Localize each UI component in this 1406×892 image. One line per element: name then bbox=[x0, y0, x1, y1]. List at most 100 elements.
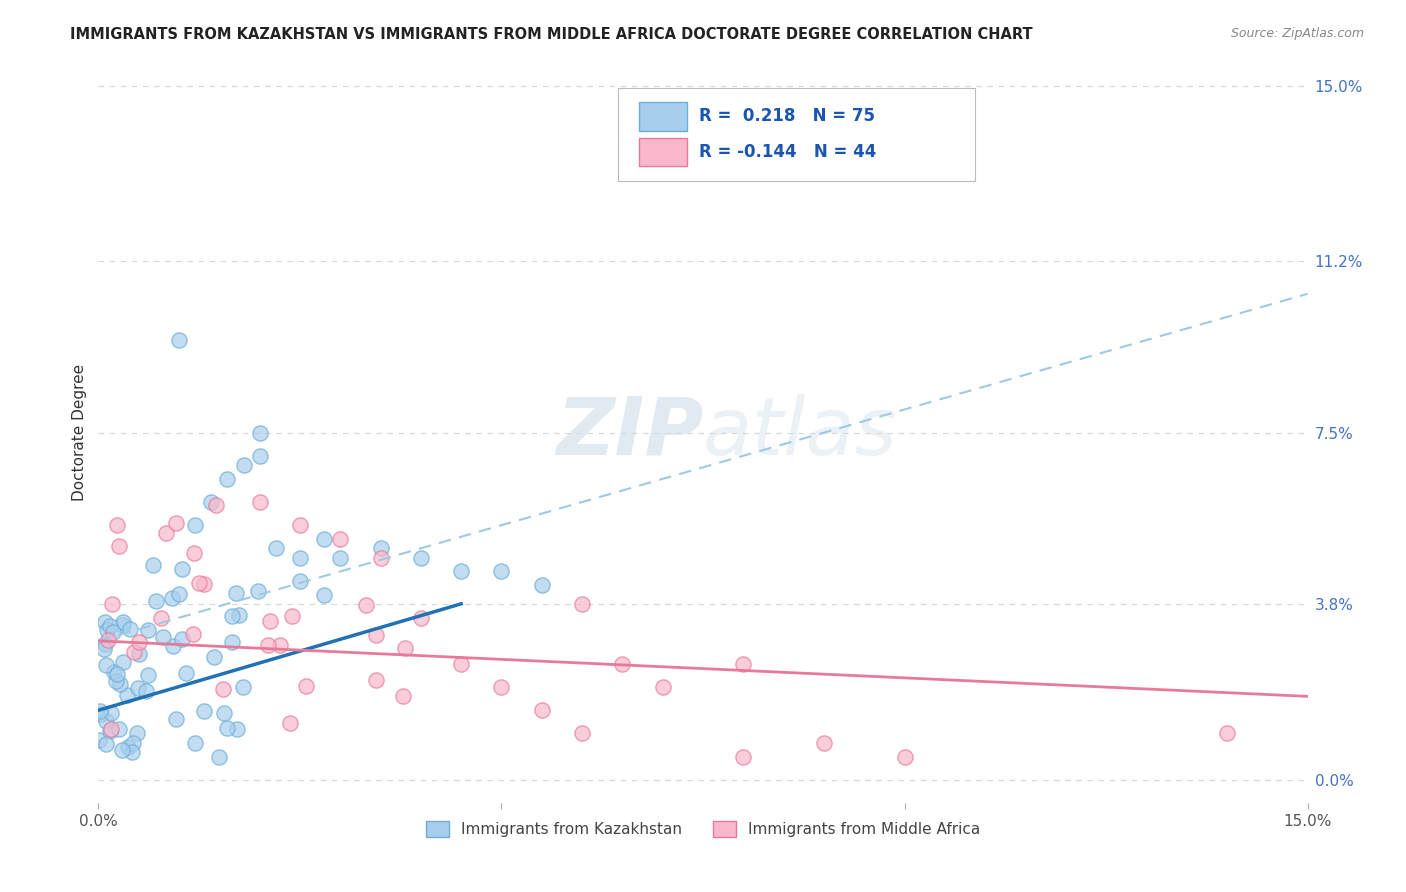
Point bbox=[117, 740, 139, 755]
Point bbox=[105, 518, 128, 533]
Point bbox=[450, 565, 472, 579]
Text: R = -0.144   N = 44: R = -0.144 N = 44 bbox=[699, 143, 877, 161]
Point bbox=[215, 721, 238, 735]
Point bbox=[98, 723, 121, 738]
Point bbox=[364, 673, 387, 687]
Point bbox=[150, 611, 173, 625]
Point bbox=[264, 541, 287, 556]
Point bbox=[571, 726, 593, 740]
Point bbox=[249, 449, 271, 463]
Point bbox=[193, 577, 215, 591]
Point bbox=[103, 625, 125, 640]
Point bbox=[98, 619, 121, 633]
Point bbox=[181, 627, 204, 641]
Point bbox=[391, 690, 413, 704]
Point bbox=[184, 736, 207, 750]
Point bbox=[170, 562, 193, 576]
Point bbox=[115, 689, 138, 703]
Point bbox=[491, 565, 513, 579]
Text: IMMIGRANTS FROM KAZAKHSTAN VS IMMIGRANTS FROM MIDDLE AFRICA DOCTORATE DEGREE COR: IMMIGRANTS FROM KAZAKHSTAN VS IMMIGRANTS… bbox=[70, 27, 1033, 42]
Point bbox=[167, 333, 190, 347]
Point bbox=[280, 609, 302, 624]
Point bbox=[135, 684, 157, 698]
Point bbox=[205, 499, 228, 513]
Point bbox=[221, 608, 243, 623]
Point bbox=[314, 532, 336, 546]
Point bbox=[813, 736, 835, 750]
Point bbox=[225, 585, 247, 599]
Point bbox=[221, 635, 243, 649]
Point bbox=[90, 707, 112, 722]
Point bbox=[112, 615, 135, 629]
Point bbox=[167, 586, 190, 600]
Point bbox=[187, 576, 209, 591]
Point bbox=[125, 726, 148, 740]
Bar bbox=[638, 103, 688, 130]
Point bbox=[121, 745, 143, 759]
Point bbox=[249, 495, 271, 509]
Point bbox=[155, 525, 177, 540]
Point bbox=[212, 681, 235, 696]
Point bbox=[409, 610, 432, 624]
Point bbox=[128, 647, 150, 661]
Point bbox=[111, 655, 134, 669]
Point bbox=[142, 558, 165, 573]
Point bbox=[94, 657, 117, 672]
Point bbox=[200, 495, 222, 509]
Point bbox=[278, 716, 301, 731]
Point bbox=[165, 712, 187, 726]
Point bbox=[232, 680, 254, 694]
Point bbox=[93, 615, 115, 630]
Point bbox=[212, 706, 235, 721]
Point bbox=[160, 591, 183, 606]
Point bbox=[96, 633, 118, 648]
Point bbox=[94, 714, 117, 728]
Point bbox=[136, 623, 159, 637]
Point bbox=[651, 680, 673, 694]
Point bbox=[217, 472, 239, 486]
Point bbox=[96, 624, 118, 638]
Point bbox=[612, 657, 634, 671]
Point bbox=[105, 666, 128, 681]
Point bbox=[89, 732, 111, 747]
Point bbox=[366, 628, 388, 642]
Point bbox=[249, 425, 271, 440]
Point bbox=[96, 737, 118, 751]
Point bbox=[893, 749, 915, 764]
Point bbox=[269, 638, 291, 652]
Point bbox=[259, 614, 281, 628]
Point bbox=[228, 608, 250, 623]
Point bbox=[409, 550, 432, 565]
Point bbox=[111, 743, 134, 757]
Point bbox=[93, 641, 115, 656]
Legend: Immigrants from Kazakhstan, Immigrants from Middle Africa: Immigrants from Kazakhstan, Immigrants f… bbox=[420, 815, 986, 843]
Point bbox=[295, 679, 318, 693]
Text: R =  0.218   N = 75: R = 0.218 N = 75 bbox=[699, 108, 876, 126]
Point bbox=[226, 722, 249, 736]
Point bbox=[162, 639, 184, 653]
Point bbox=[208, 749, 231, 764]
Point bbox=[257, 638, 280, 652]
Point bbox=[288, 518, 311, 533]
Point bbox=[329, 532, 352, 546]
Point bbox=[370, 541, 392, 556]
Point bbox=[314, 588, 336, 602]
Point bbox=[101, 597, 124, 611]
Point bbox=[120, 622, 142, 636]
Point bbox=[108, 723, 131, 737]
Point bbox=[530, 578, 553, 592]
Point bbox=[184, 518, 207, 533]
Point bbox=[733, 657, 755, 671]
Point bbox=[107, 540, 129, 554]
Point bbox=[247, 583, 270, 598]
Point bbox=[354, 599, 377, 613]
Point bbox=[108, 677, 131, 691]
Point bbox=[571, 597, 593, 611]
Point bbox=[329, 550, 352, 565]
Point bbox=[93, 637, 115, 651]
Text: ZIP: ZIP bbox=[555, 393, 703, 472]
Point bbox=[136, 668, 159, 682]
Point bbox=[183, 546, 205, 560]
Point bbox=[122, 645, 145, 659]
Point bbox=[174, 666, 197, 681]
